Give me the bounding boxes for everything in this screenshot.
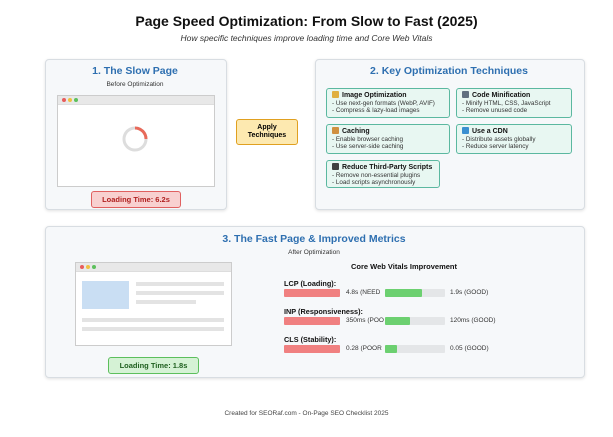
card-title-row: Caching — [332, 127, 444, 136]
after-text: 0.05 (GOOD) — [450, 345, 489, 352]
metric-label: CLS (Stability): — [284, 335, 337, 344]
card-item: - Remove unused code — [462, 107, 528, 115]
apply-button: Apply Techniques — [236, 119, 298, 145]
loading-badge: Loading Time: 6.2s — [91, 191, 181, 208]
after-track — [385, 317, 445, 325]
footer: Created for SEORaf.com - On-Page SEO Che… — [224, 410, 389, 417]
card-item: - Use server-side caching — [332, 143, 404, 151]
card-title: Image Optimization — [342, 92, 407, 99]
before-bar — [284, 345, 340, 353]
card-title-row: Use a CDN — [462, 127, 566, 136]
apply-label: Apply Techniques — [247, 124, 287, 139]
after-bar — [385, 317, 410, 325]
icon — [332, 91, 339, 98]
before-text: 4.8s (NEED — [346, 289, 381, 296]
card-item: - Use next-gen formats (WebP, AVIF) — [332, 99, 435, 107]
card-item: - Enable browser caching — [332, 135, 404, 143]
card-title: Caching — [342, 128, 370, 135]
technique-card: Image Optimization - Use next-gen formats… — [326, 88, 450, 118]
card-item: - Distribute assets globally — [462, 135, 536, 143]
card-item: - Compress & lazy-load images — [332, 107, 420, 115]
after-bar — [385, 289, 422, 297]
after-text: 120ms (GOOD) — [450, 317, 496, 324]
browser-window — [75, 262, 232, 346]
card-item: - Minify HTML, CSS, JavaScript — [462, 99, 551, 107]
card-item: - Remove non-essential plugins — [332, 171, 421, 179]
before-text: 0.28 (POOR — [346, 345, 382, 352]
icon — [332, 163, 339, 170]
card-title-row: Reduce Third-Party Scripts — [332, 163, 434, 172]
icon — [462, 127, 469, 134]
metric-label: INP (Responsiveness): — [284, 307, 363, 316]
card-title: Use a CDN — [472, 128, 508, 135]
metrics-title: Core Web Vitals Improvement — [350, 262, 457, 271]
loading-badge: Loading Time: 1.8s — [108, 357, 199, 374]
panel-subtitle: After Optimization — [288, 249, 340, 256]
metric-label: LCP (Loading): — [284, 279, 337, 288]
after-text: 1.9s (GOOD) — [450, 289, 489, 296]
technique-card: Caching - Enable browser caching - Use ser… — [326, 124, 450, 154]
title: Page Speed Optimization: From Slow to Fa… — [135, 13, 478, 29]
technique-card: Reduce Third-Party Scripts - Remove non-e… — [326, 160, 440, 188]
icon — [462, 91, 469, 98]
card-title-row: Image Optimization — [332, 91, 444, 100]
after-bar — [385, 345, 397, 353]
before-bar — [284, 289, 340, 297]
card-title-row: Code Minification — [462, 91, 566, 100]
subtitle: How specific techniques improve loading … — [180, 33, 433, 43]
icon — [332, 127, 339, 134]
panel-title: 2. Key Optimization Techniques — [370, 65, 528, 77]
technique-card: Code Minification - Minify HTML, CSS, Jav… — [456, 88, 572, 118]
card-item: - Reduce server latency — [462, 143, 529, 151]
before-bar — [284, 317, 340, 325]
spinner — [122, 126, 148, 152]
after-track — [385, 345, 445, 353]
panel-title: 3. The Fast Page & Improved Metrics — [222, 233, 406, 245]
panel-subtitle: Before Optimization — [106, 81, 164, 88]
card-title: Reduce Third-Party Scripts — [342, 164, 433, 171]
card-item: - Load scripts asynchronously — [332, 179, 416, 187]
before-text: 350ms (POO — [346, 317, 384, 324]
browser-window — [57, 95, 215, 187]
technique-card: Use a CDN - Distribute assets globally - R… — [456, 124, 572, 154]
panel-title: 1. The Slow Page — [92, 65, 178, 77]
card-title: Code Minification — [472, 92, 531, 99]
